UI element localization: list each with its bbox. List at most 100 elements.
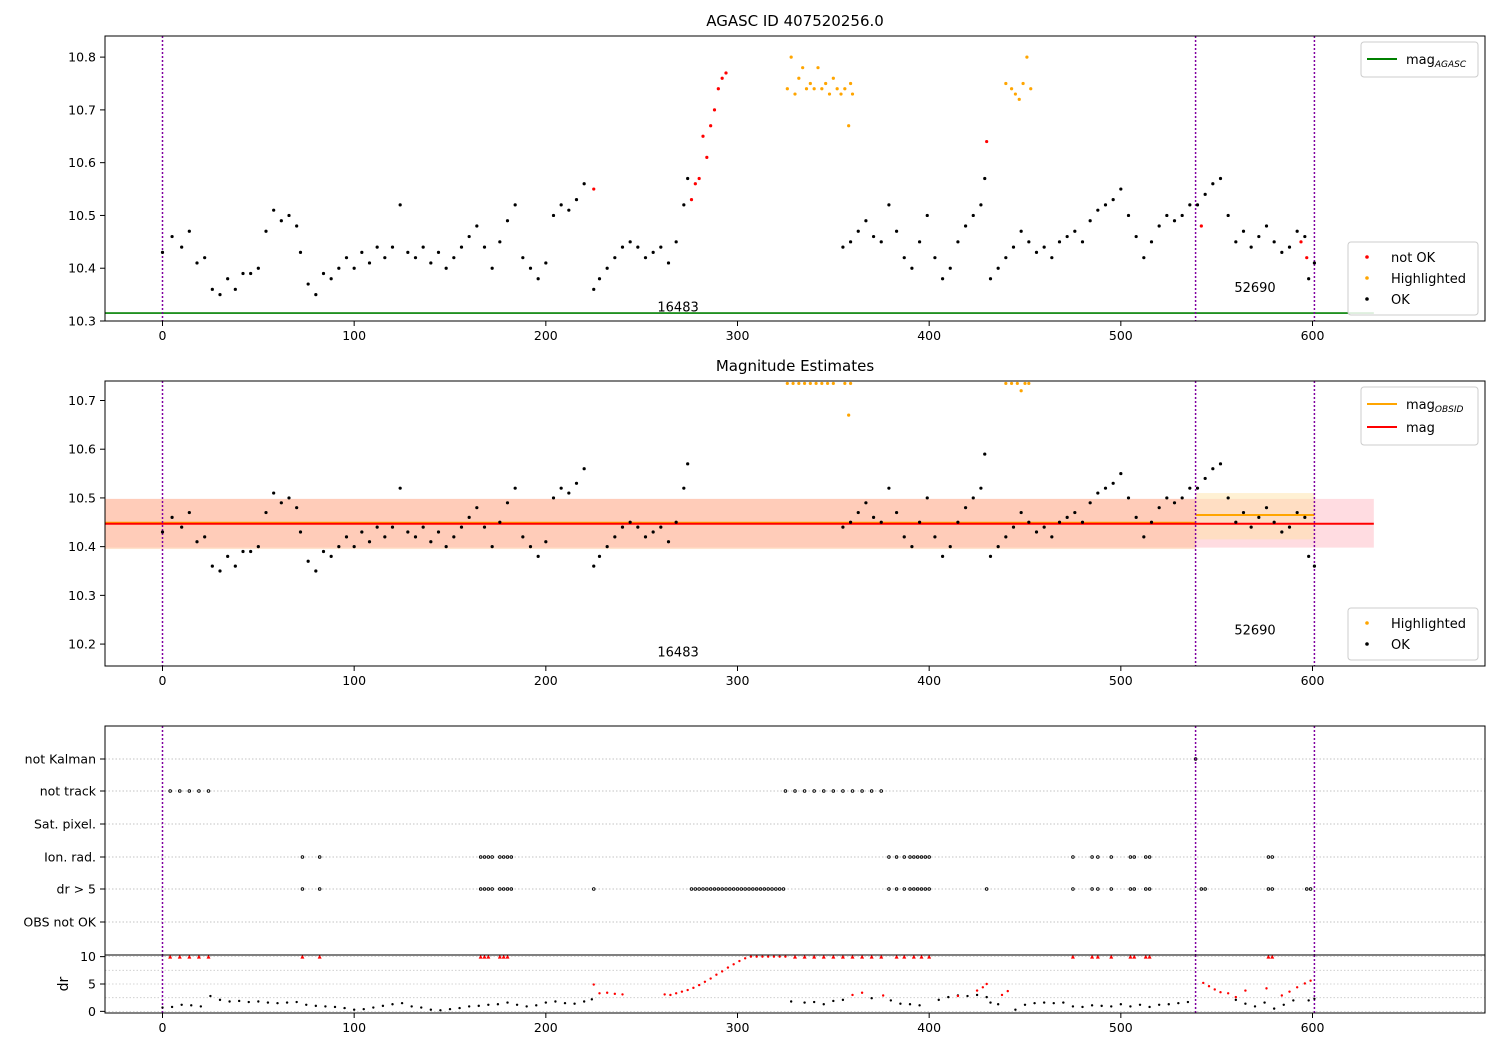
dr-point (467, 1005, 471, 1008)
data-point (940, 277, 945, 281)
dr-point (822, 1003, 825, 1006)
dr-point (975, 993, 979, 997)
data-point (1019, 229, 1023, 233)
legend-marker (1365, 297, 1369, 301)
x-tick-label: 400 (917, 673, 941, 688)
data-point (160, 530, 165, 534)
dr-flag-point (1219, 991, 1222, 994)
data-point (856, 510, 860, 515)
data-point (856, 229, 860, 233)
data-point (620, 525, 625, 529)
dr-point (305, 1003, 308, 1006)
flag-point (197, 789, 201, 793)
flag-point (1096, 855, 1100, 859)
dr-flag-point (1280, 994, 1284, 997)
data-point (988, 277, 993, 281)
flag-point (984, 887, 989, 891)
flag-point (177, 789, 182, 793)
dr-cap-marker (1270, 954, 1275, 959)
dr-flag-point (697, 983, 701, 987)
dr-point (832, 999, 835, 1003)
data-point (887, 486, 891, 490)
flag-point (927, 855, 931, 859)
data-point (1295, 510, 1299, 515)
data-point (827, 92, 832, 96)
flag-point (187, 789, 192, 793)
data-point (682, 486, 686, 490)
data-point (306, 559, 310, 563)
flag-point (915, 887, 920, 891)
data-point (536, 277, 540, 281)
flag-point (781, 887, 786, 891)
data-point (808, 381, 812, 386)
data-point (1023, 381, 1027, 386)
dr-point (573, 1002, 576, 1005)
data-point (452, 535, 456, 539)
dr-point (544, 1001, 548, 1004)
dr-cap-marker (482, 954, 487, 959)
dr-point (381, 1004, 385, 1008)
data-point (1157, 506, 1161, 510)
data-point (1172, 501, 1177, 505)
y-tick-label: 10.4 (68, 261, 96, 276)
data-point (444, 266, 448, 270)
dr-point (496, 1003, 500, 1006)
data-point (797, 381, 801, 386)
data-point (1257, 515, 1261, 520)
dr-point (180, 1003, 183, 1006)
data-point (848, 381, 853, 386)
data-point (592, 287, 596, 291)
dr-point (1033, 1001, 1036, 1005)
flag-point (1090, 855, 1094, 859)
data-point (1234, 240, 1238, 244)
flag-point (689, 887, 694, 891)
data-point (582, 467, 586, 471)
flag-point (739, 887, 744, 891)
data-point (528, 266, 533, 270)
legend-marker (1365, 276, 1369, 280)
dr-cap-marker (486, 954, 491, 959)
data-point (528, 545, 533, 549)
data-point (686, 462, 690, 466)
data-point (910, 545, 914, 549)
flag-point (802, 789, 807, 793)
data-point (1203, 476, 1207, 481)
data-point (996, 545, 1000, 549)
data-point (287, 213, 291, 218)
data-point (398, 203, 402, 207)
flag-point (300, 855, 305, 859)
dr-cap-marker (168, 954, 173, 959)
flag-point (915, 855, 920, 859)
dr-point (889, 999, 893, 1002)
data-point (835, 87, 839, 91)
flag-point (1143, 855, 1148, 859)
dr-cap-marker (1090, 954, 1095, 959)
data-point (521, 535, 525, 539)
flag-point (841, 789, 845, 793)
panel-agasc: AGASC ID 407520256.0 16483 52690 0 100 200 3… (68, 12, 1486, 343)
data-point (1111, 481, 1115, 485)
data-point (360, 530, 364, 534)
data-point (264, 229, 268, 233)
dr-flag-point (743, 957, 747, 960)
data-point (298, 250, 303, 254)
data-point (249, 271, 253, 276)
flag-point (902, 855, 907, 859)
data-point (475, 224, 479, 228)
data-point (218, 569, 222, 573)
flag-point (486, 855, 491, 859)
dr-flag-point (851, 993, 854, 997)
data-point (452, 256, 456, 260)
dr-point (439, 1009, 442, 1012)
data-point (360, 250, 364, 254)
data-point (983, 176, 987, 181)
dr-flag-point (726, 966, 730, 969)
data-point (1211, 182, 1215, 186)
dr-cap-marker (187, 954, 192, 959)
dr-flag-point (686, 988, 689, 992)
x-tick-label: 600 (1301, 328, 1325, 343)
x-tick-label: 100 (342, 328, 366, 343)
flag-point (923, 887, 928, 891)
dr-flag-point (1303, 982, 1307, 985)
